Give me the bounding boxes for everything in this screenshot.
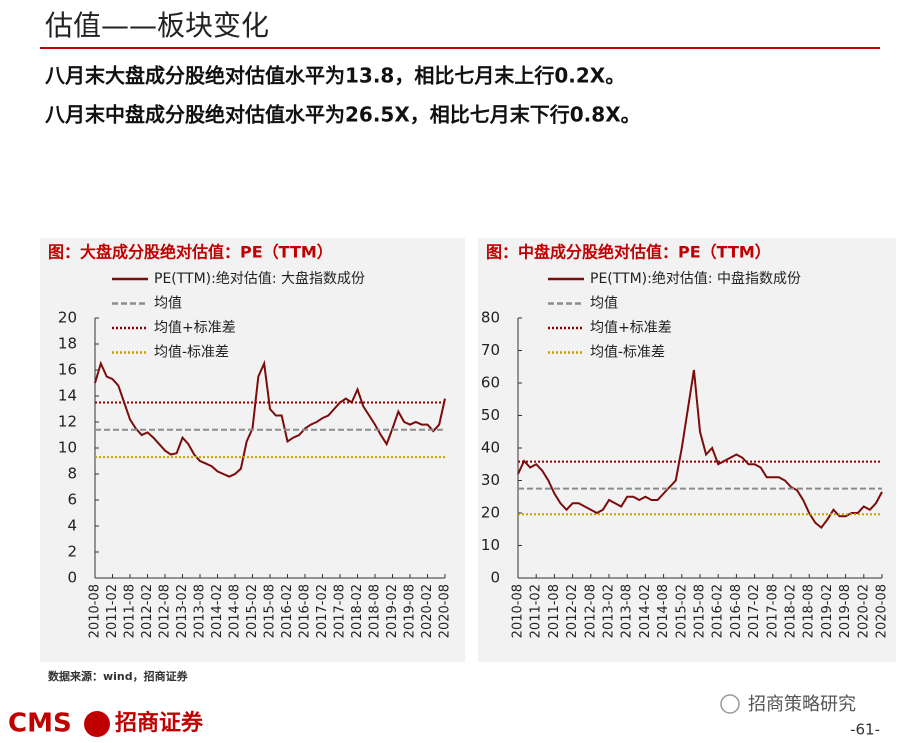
x-tick-label: 2018-02 — [350, 584, 365, 638]
x-tick-label: 2017-08 — [765, 584, 780, 638]
y-tick-label: 50 — [481, 406, 500, 424]
legend-label: 均值 — [590, 296, 618, 312]
x-tick-label: 2020-02 — [420, 584, 435, 638]
y-tick-label: 10 — [481, 536, 500, 554]
legend-label: PE(TTM):绝对估值: 大盘指数成份 — [154, 270, 365, 287]
y-tick-label: 16 — [58, 361, 77, 379]
x-tick-label: 2020-08 — [438, 584, 453, 638]
x-tick-label: 2011-02 — [529, 584, 544, 638]
legend-label: 均值+标准差 — [590, 320, 672, 336]
y-tick-label: 0 — [67, 569, 77, 587]
legend-label: 均值 — [154, 296, 182, 312]
x-tick-label: 2012-08 — [583, 584, 598, 638]
brand: CMS — [8, 709, 72, 739]
x-tick-label: 2015-02 — [245, 584, 260, 638]
x-tick-label: 2019-08 — [838, 584, 853, 638]
x-tick-label: 2020-08 — [875, 584, 890, 638]
x-tick-label: 2011-08 — [547, 584, 562, 638]
y-tick-label: 20 — [58, 309, 77, 327]
x-tick-label: 2013-08 — [620, 584, 635, 638]
x-tick-label: 2013-02 — [175, 584, 190, 638]
y-tick-label: 10 — [58, 439, 77, 457]
x-tick-label: 2018-08 — [802, 584, 817, 638]
legend-label: 均值+标准差 — [154, 320, 236, 336]
x-tick-label: 2012-08 — [158, 584, 173, 638]
x-tick-label: 2019-08 — [403, 584, 418, 638]
y-tick-label: 30 — [481, 471, 500, 489]
x-tick-label: 2018-08 — [368, 584, 383, 638]
x-tick-label: 2019-02 — [820, 584, 835, 638]
y-tick-label: 2 — [67, 543, 77, 561]
y-tick-label: 20 — [481, 504, 500, 522]
x-tick-label: 2013-02 — [602, 584, 617, 638]
x-tick-label: 2016-08 — [729, 584, 744, 638]
y-tick-label: 8 — [67, 465, 77, 483]
x-tick-label: 2016-02 — [280, 584, 295, 638]
logo — [84, 711, 110, 737]
chart-panel — [40, 238, 465, 662]
x-tick-label: 2010-08 — [88, 584, 103, 638]
x-tick-label: 2019-02 — [385, 584, 400, 638]
bullet: 八月末大盘成分股绝对估值水平为13.8，相比七月末上行0.2X。 — [45, 64, 625, 88]
pe-line — [94, 359, 446, 478]
y-tick-label: 60 — [481, 374, 500, 392]
legend-label: 均值-标准差 — [590, 345, 665, 361]
y-tick-label: 40 — [481, 439, 500, 457]
y-tick-label: 0 — [490, 569, 500, 587]
company: 招商证券 — [115, 710, 204, 736]
y-tick-label: 18 — [58, 335, 77, 353]
y-tick-label: 4 — [67, 517, 77, 535]
x-tick-label: 2015-08 — [693, 584, 708, 638]
page-number: -61- — [850, 721, 880, 739]
x-tick-label: 2012-02 — [140, 584, 155, 638]
wechat-account: 招商策略研究 — [748, 694, 856, 715]
x-tick-label: 2014-08 — [228, 584, 243, 638]
x-tick-label: 2011-02 — [105, 584, 120, 638]
x-tick-label: 2011-08 — [123, 584, 138, 638]
wechat-icon — [720, 694, 740, 714]
y-tick-label: 6 — [67, 491, 77, 509]
x-tick-label: 2015-02 — [674, 584, 689, 638]
x-tick-label: 2017-08 — [333, 584, 348, 638]
y-tick-label: 80 — [481, 309, 500, 327]
x-tick-label: 2014-02 — [210, 584, 225, 638]
x-tick-label: 2017-02 — [315, 584, 330, 638]
x-tick-label: 2016-08 — [298, 584, 313, 638]
chart-panel — [478, 238, 896, 662]
x-tick-label: 2014-08 — [656, 584, 671, 638]
source-note: 数据来源：wind，招商证券 — [48, 669, 189, 683]
y-tick-label: 12 — [58, 413, 77, 431]
x-tick-label: 2017-02 — [747, 584, 762, 638]
x-tick-label: 2016-02 — [711, 584, 726, 638]
x-tick-label: 2020-02 — [856, 584, 871, 638]
bullet: 八月末中盘成分股绝对估值水平为26.5X，相比七月末下行0.8X。 — [45, 103, 641, 127]
x-tick-label: 2018-02 — [784, 584, 799, 638]
legend-label: 均值-标准差 — [154, 345, 229, 361]
y-tick-label: 70 — [481, 341, 500, 359]
chart-title: 图：中盘成分股绝对估值：PE（TTM） — [486, 243, 771, 262]
x-tick-label: 2012-02 — [565, 584, 580, 638]
pe-line — [517, 369, 883, 530]
x-tick-label: 2015-08 — [263, 584, 278, 638]
y-tick-label: 14 — [58, 387, 77, 405]
x-tick-label: 2014-02 — [638, 584, 653, 638]
slide-title: 估值——板块变化 — [45, 9, 269, 42]
chart-title: 图：大盘成分股绝对估值：PE（TTM） — [48, 243, 333, 262]
legend-label: PE(TTM):绝对估值: 中盘指数成份 — [590, 270, 801, 287]
x-tick-label: 2010-08 — [511, 584, 526, 638]
x-tick-label: 2013-08 — [193, 584, 208, 638]
